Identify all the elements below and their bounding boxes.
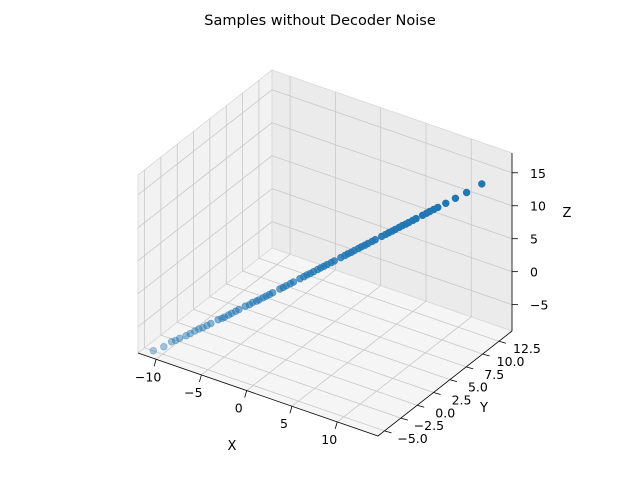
axis-ticks: −10 −5 0 5 10 −5.0−2.50.02.55.07.510.012.5 −5 0… <box>135 153 548 447</box>
y-tick-label: 2.5 <box>452 392 472 407</box>
y-tick <box>384 430 392 434</box>
y-tick-label: −2.5 <box>414 418 444 433</box>
data-point <box>186 329 194 338</box>
z-tick-label: 10 <box>530 199 546 214</box>
x-gridline <box>291 300 427 407</box>
data-point <box>462 188 471 197</box>
y-gridline <box>258 257 500 342</box>
y-tick-label: −5.0 <box>397 431 427 446</box>
z-tick-label: −5 <box>530 298 548 313</box>
data-point <box>330 257 338 265</box>
data-point <box>289 278 298 286</box>
data-point <box>191 327 199 335</box>
y-axis-label: Y <box>479 401 488 416</box>
data-point <box>442 199 450 208</box>
data-point <box>268 289 277 297</box>
data-point <box>235 305 243 314</box>
data-point <box>207 319 215 328</box>
y-tick-label: 7.5 <box>484 367 504 382</box>
z-tick-label: 0 <box>530 265 538 280</box>
z-tick-label: 5 <box>530 232 538 247</box>
data-point <box>176 334 184 342</box>
chart-title: Samples without Decoder Noise <box>204 13 436 29</box>
z-tick-label: 15 <box>530 166 546 181</box>
x-tick <box>334 421 338 430</box>
y-tick <box>417 404 425 408</box>
y-tick-label: 10.0 <box>497 354 525 369</box>
x-tick-label: −5 <box>184 385 202 400</box>
x-gridline <box>155 253 291 360</box>
z-gridline <box>271 89 513 174</box>
y-gridline <box>193 309 434 393</box>
y-tick <box>498 340 507 344</box>
x-tick-label: 10 <box>321 432 337 447</box>
z-gridline <box>137 155 273 262</box>
y-tick-label: 12.5 <box>513 341 541 356</box>
x-tick <box>199 374 202 383</box>
data-point <box>451 194 460 203</box>
y-tick-label: 0.0 <box>435 405 455 420</box>
y-tick <box>449 379 458 383</box>
y-tick <box>433 392 441 395</box>
data-point <box>478 180 486 188</box>
x-tick <box>244 390 248 398</box>
y-tick-label: 5.0 <box>468 380 488 395</box>
y-tick <box>400 417 408 421</box>
z-gridline <box>271 221 513 306</box>
z-gridline <box>137 221 273 327</box>
data-point <box>371 236 379 244</box>
z-gridline <box>271 122 513 207</box>
z-gridline <box>137 122 273 229</box>
y-gridline <box>160 334 402 419</box>
x-axis-label: X <box>228 439 237 454</box>
x-tick-label: 0 <box>235 401 243 416</box>
data-point <box>167 338 176 346</box>
y-tick <box>482 353 490 357</box>
z-gridline <box>137 188 273 294</box>
y-tick <box>466 366 474 370</box>
data-point <box>434 203 442 212</box>
x-tick <box>153 359 157 367</box>
data-point <box>149 347 158 355</box>
y-gridline <box>177 321 418 406</box>
y-gridline <box>144 347 385 432</box>
data-point <box>160 343 168 351</box>
y-axis-line <box>377 330 513 437</box>
y-gridline <box>209 296 451 381</box>
x-tick <box>289 406 293 414</box>
z-gridline <box>271 155 513 240</box>
x-tick-label: 5 <box>280 416 288 431</box>
z-axis-label: Z <box>563 206 572 221</box>
x-gridline <box>246 285 381 391</box>
x-gridline <box>336 316 472 423</box>
x-gridline <box>201 269 336 376</box>
data-point <box>412 214 420 223</box>
x-tick-label: −10 <box>135 369 161 384</box>
data-point <box>171 336 180 345</box>
x-axis-line <box>137 352 379 437</box>
z-gridline <box>137 89 273 196</box>
data-point <box>182 332 190 340</box>
data-points <box>149 180 486 355</box>
